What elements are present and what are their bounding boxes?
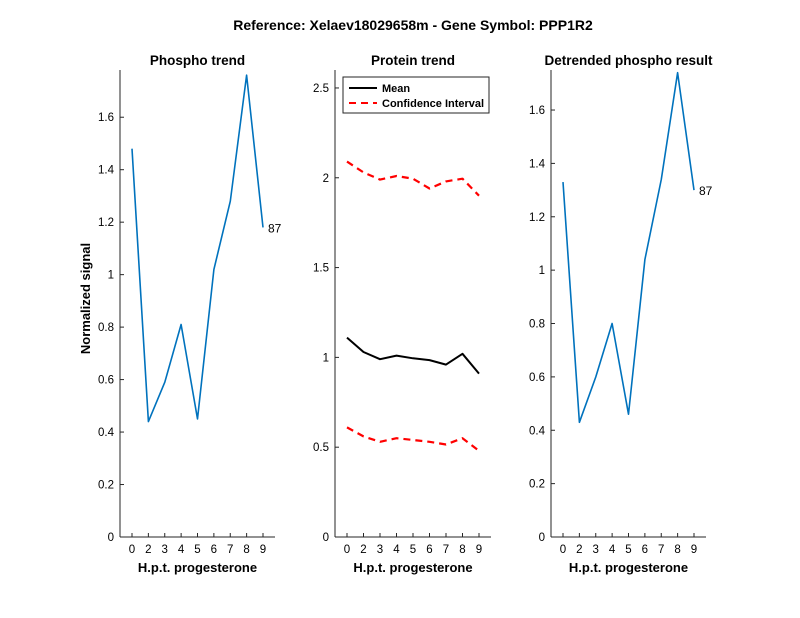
series-line-confidence-interval-lower <box>346 426 480 452</box>
x-tick-label: 0 <box>560 544 566 556</box>
x-tick-label: 4 <box>609 544 616 556</box>
legend-box <box>342 76 490 114</box>
x-tick-label: 2 <box>360 544 366 556</box>
y-tick-label: 0 <box>108 532 114 544</box>
x-tick-label: 8 <box>243 544 249 556</box>
series-line-mean <box>346 336 480 375</box>
x-tick-label: 8 <box>459 544 465 556</box>
x-tick-label: 4 <box>178 544 185 556</box>
x-tick-label: 7 <box>227 544 233 556</box>
y-tick-label: 0.4 <box>529 425 546 437</box>
x-tick-label: 6 <box>211 544 217 556</box>
axes-title: Detrended phospho result <box>544 53 713 68</box>
y-tick-label: 0.8 <box>529 319 545 331</box>
x-tick-label: 2 <box>145 544 151 556</box>
x-tick-label: 8 <box>674 544 680 556</box>
y-tick-label: 0.2 <box>529 479 545 491</box>
end-point-annotation: 87 <box>699 184 713 198</box>
legend-label: Confidence Interval <box>382 98 484 110</box>
figure-title: Reference: Xelaev18029658m - Gene Symbol… <box>233 17 593 33</box>
x-tick-label: 9 <box>476 544 482 556</box>
y-tick-label: 0.5 <box>313 442 329 454</box>
series-line-phospho <box>131 74 264 423</box>
x-tick-label: 4 <box>393 544 400 556</box>
y-tick-label: 0.6 <box>529 372 545 384</box>
y-tick-label: 1.6 <box>529 105 545 117</box>
axes-1: 00.20.40.60.811.21.41.60 2 3 4 5 6 7 8 9Phospho … <box>78 53 282 575</box>
x-tick-label: 5 <box>625 544 631 556</box>
end-point-annotation: 87 <box>268 221 282 235</box>
x-axis-label: H.p.t. progesterone <box>138 560 257 575</box>
x-axis-label: H.p.t. progesterone <box>569 560 688 575</box>
axes-title: Protein trend <box>371 53 455 68</box>
x-tick-label: 3 <box>162 544 168 556</box>
y-tick-label: 0.4 <box>98 427 115 439</box>
x-tick-label: 7 <box>443 544 449 556</box>
y-tick-label: 1 <box>323 352 329 364</box>
x-tick-label: 7 <box>658 544 664 556</box>
legend-label: Mean <box>382 83 410 95</box>
y-tick-label: 1.4 <box>529 158 546 170</box>
x-axis-label: H.p.t. progesterone <box>353 560 472 575</box>
x-tick-label: 0 <box>344 544 350 556</box>
y-tick-label: 1.6 <box>98 112 114 124</box>
y-tick-label: 1 <box>539 265 545 277</box>
axes-3: 00.20.40.60.811.21.41.60 2 3 4 5 6 7 8 9Detrende… <box>529 53 713 575</box>
series-line-confidence-interval <box>346 160 480 197</box>
x-tick-label: 9 <box>691 544 697 556</box>
y-tick-label: 2.5 <box>313 83 329 95</box>
x-tick-label: 3 <box>593 544 599 556</box>
x-tick-label: 0 <box>129 544 135 556</box>
y-tick-label: 1.5 <box>313 263 329 275</box>
y-tick-label: 1 <box>108 270 114 282</box>
x-tick-label: 2 <box>576 544 582 556</box>
y-tick-label: 0 <box>539 532 545 544</box>
x-tick-label: 5 <box>194 544 200 556</box>
x-tick-label: 9 <box>260 544 266 556</box>
y-tick-label: 1.4 <box>98 165 115 177</box>
subplots: 00.20.40.60.811.21.41.60 2 3 4 5 6 7 8 9Phospho … <box>78 53 713 575</box>
x-tick-label: 3 <box>377 544 383 556</box>
y-axis-label: Normalized signal <box>78 243 93 354</box>
y-tick-label: 0 <box>323 532 329 544</box>
y-tick-label: 1.2 <box>529 212 545 224</box>
axes-title: Phospho trend <box>150 53 245 68</box>
series-line-detrended <box>562 71 695 424</box>
y-tick-label: 0.6 <box>98 375 114 387</box>
y-tick-label: 2 <box>323 173 329 185</box>
x-tick-label: 6 <box>426 544 432 556</box>
y-tick-label: 0.2 <box>98 480 114 492</box>
x-tick-label: 5 <box>410 544 416 556</box>
y-tick-label: 0.8 <box>98 322 114 334</box>
x-tick-label: 6 <box>642 544 648 556</box>
y-tick-label: 1.2 <box>98 217 114 229</box>
